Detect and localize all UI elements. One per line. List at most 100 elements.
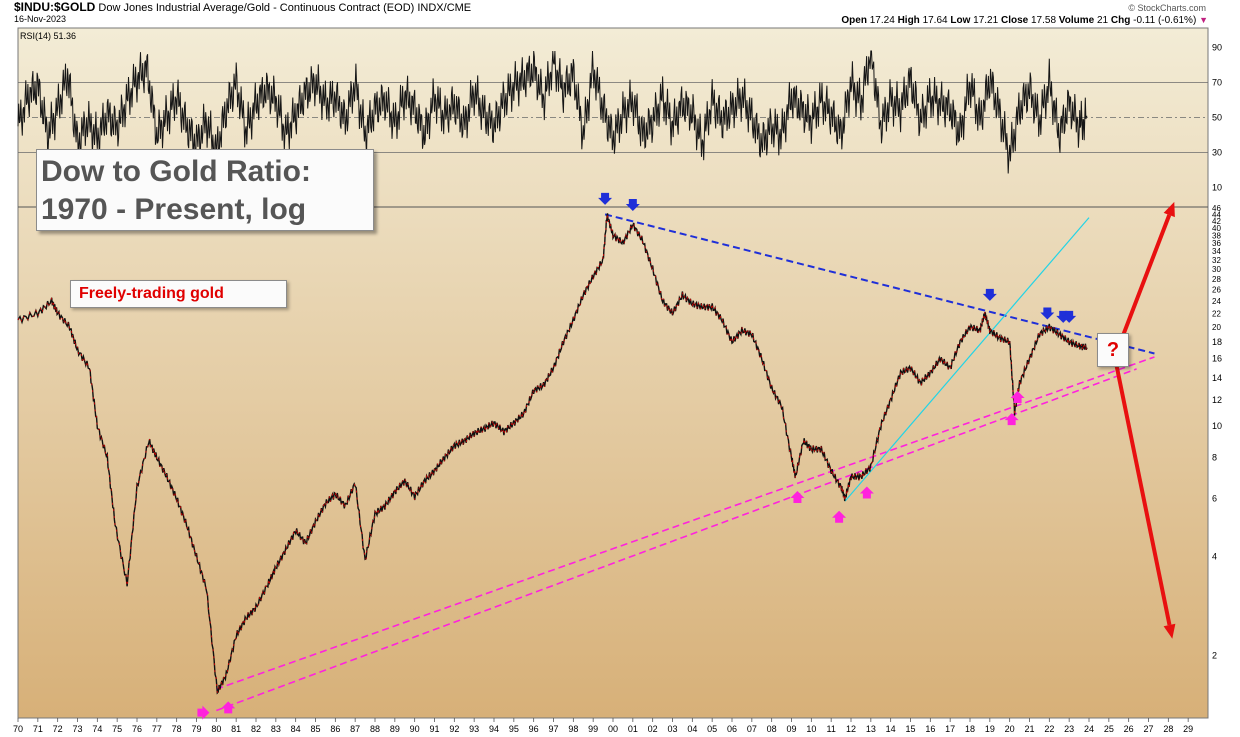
x-tick-label: 26 — [1124, 724, 1134, 734]
down-arrow-marker-icon — [625, 199, 640, 211]
x-tick-label: 14 — [886, 724, 896, 734]
chart-title-line2: 1970 - Present, log — [41, 193, 307, 226]
x-tick-label: 17 — [945, 724, 955, 734]
price-tick-label: 38 — [1212, 231, 1221, 240]
x-tick-label: 92 — [449, 724, 459, 734]
up-arrow-marker-icon — [790, 491, 805, 504]
x-tick-label: 97 — [548, 724, 558, 734]
rsi-tick-label: 90 — [1212, 43, 1222, 53]
down-arrow-marker-icon — [1062, 310, 1077, 323]
x-tick-label: 86 — [330, 724, 340, 734]
price-tick-label: 4 — [1212, 552, 1217, 562]
rsi-legend: RSI(14) 51.36 — [20, 31, 76, 41]
close-value: 17.58 — [1030, 15, 1057, 26]
volume-value: 21 — [1096, 15, 1109, 26]
exchange-label: INDX/CME — [417, 2, 472, 14]
x-tick-label: 85 — [310, 724, 320, 734]
price-tick-label: 14 — [1212, 373, 1222, 383]
x-tick-label: 76 — [132, 724, 142, 734]
price-tick-label: 36 — [1212, 239, 1221, 248]
x-tick-label: 09 — [786, 724, 796, 734]
credit-label: © StockCharts.com — [1128, 3, 1206, 13]
x-tick-label: 87 — [350, 724, 360, 734]
cyan-trend-line — [844, 217, 1090, 502]
support-line-upper — [216, 356, 1155, 690]
x-tick-label: 24 — [1084, 724, 1094, 734]
x-tick-label: 29 — [1183, 724, 1193, 734]
price-tick-label: 44 — [1212, 210, 1221, 219]
x-tick-label: 93 — [469, 724, 479, 734]
scenario-down-arrow — [1112, 356, 1172, 626]
up-arrow-marker-icon — [1010, 390, 1025, 403]
x-tick-label: 21 — [1024, 724, 1034, 734]
high-value: 17.64 — [922, 15, 948, 26]
x-tick-label: 89 — [390, 724, 400, 734]
down-arrow-marker-icon — [982, 288, 997, 301]
up-arrow-marker-icon — [221, 701, 236, 714]
price-tick-label: 12 — [1212, 395, 1222, 405]
x-tick-label: 96 — [529, 724, 539, 734]
x-tick-label: 11 — [826, 724, 835, 734]
price-tick-label: 18 — [1212, 337, 1222, 347]
support-line-lower — [216, 368, 1137, 712]
right-arrow-marker-icon — [197, 705, 210, 720]
x-tick-label: 90 — [410, 724, 420, 734]
price-tick-label: 34 — [1212, 247, 1221, 256]
price-tick-label: 32 — [1212, 256, 1221, 265]
x-tick-label: 12 — [846, 724, 856, 734]
ohlc-readout: Open 17.24 High 17.64 Low 17.21 Close 17… — [841, 15, 1208, 26]
x-tick-label: 23 — [1064, 724, 1074, 734]
open-label: Open — [841, 15, 867, 26]
price-tick-label: 42 — [1212, 217, 1221, 226]
x-tick-label: 71 — [33, 724, 43, 734]
x-tick-label: 77 — [152, 724, 162, 734]
x-tick-label: 10 — [806, 724, 816, 734]
chg-down-icon: ▼ — [1199, 15, 1208, 25]
chart-header: $INDU:$GOLD Dow Jones Industrial Average… — [14, 0, 471, 14]
price-tick-label: 40 — [1212, 224, 1221, 233]
x-tick-label: 01 — [628, 724, 638, 734]
price-tick-label: 2 — [1212, 651, 1217, 661]
x-tick-label: 04 — [687, 724, 697, 734]
close-label: Close — [1000, 15, 1029, 26]
x-tick-label: 78 — [172, 724, 182, 734]
x-tick-label: 70 — [13, 724, 23, 734]
chg-value: -0.11 (-0.61%) — [1133, 15, 1197, 26]
x-tick-label: 28 — [1163, 724, 1173, 734]
symbol-description: Dow Jones Industrial Average/Gold - Cont… — [98, 2, 415, 14]
x-tick-label: 83 — [271, 724, 281, 734]
scenario-down-arrowhead-icon — [1163, 623, 1176, 639]
x-tick-label: 88 — [370, 724, 380, 734]
up-arrow-marker-icon — [832, 510, 847, 523]
price-series-down-ticks — [17, 213, 1087, 694]
scenario-up-arrowhead-icon — [1163, 201, 1175, 218]
x-tick-label: 84 — [291, 724, 301, 734]
down-arrow-marker-icon — [1040, 307, 1055, 320]
x-tick-label: 74 — [92, 724, 102, 734]
x-tick-label: 00 — [608, 724, 618, 734]
x-tick-label: 72 — [53, 724, 63, 734]
open-value: 17.24 — [869, 15, 895, 26]
up-arrow-marker-icon — [1004, 413, 1019, 426]
low-label: Low — [950, 15, 971, 26]
x-tick-label: 15 — [905, 724, 915, 734]
up-arrow-marker-icon — [859, 486, 874, 499]
price-tick-label: 6 — [1212, 494, 1217, 504]
price-series-line — [17, 213, 1088, 695]
chg-label: Chg — [1110, 15, 1131, 26]
x-tick-label: 07 — [747, 724, 757, 734]
x-tick-label: 99 — [588, 724, 598, 734]
volume-label: Volume — [1058, 15, 1095, 26]
x-tick-label: 19 — [985, 724, 995, 734]
x-tick-label: 18 — [965, 724, 975, 734]
price-tick-label: 16 — [1212, 354, 1222, 364]
freely-trading-gold-callout: Freely-trading gold — [70, 280, 287, 308]
price-tick-label: 20 — [1212, 323, 1221, 332]
x-tick-label: 16 — [925, 724, 935, 734]
price-tick-label: 24 — [1212, 297, 1221, 306]
x-tick-label: 94 — [489, 724, 499, 734]
x-tick-label: 06 — [727, 724, 737, 734]
rsi-tick-label: 50 — [1212, 113, 1222, 123]
down-arrow-marker-icon — [598, 192, 613, 205]
